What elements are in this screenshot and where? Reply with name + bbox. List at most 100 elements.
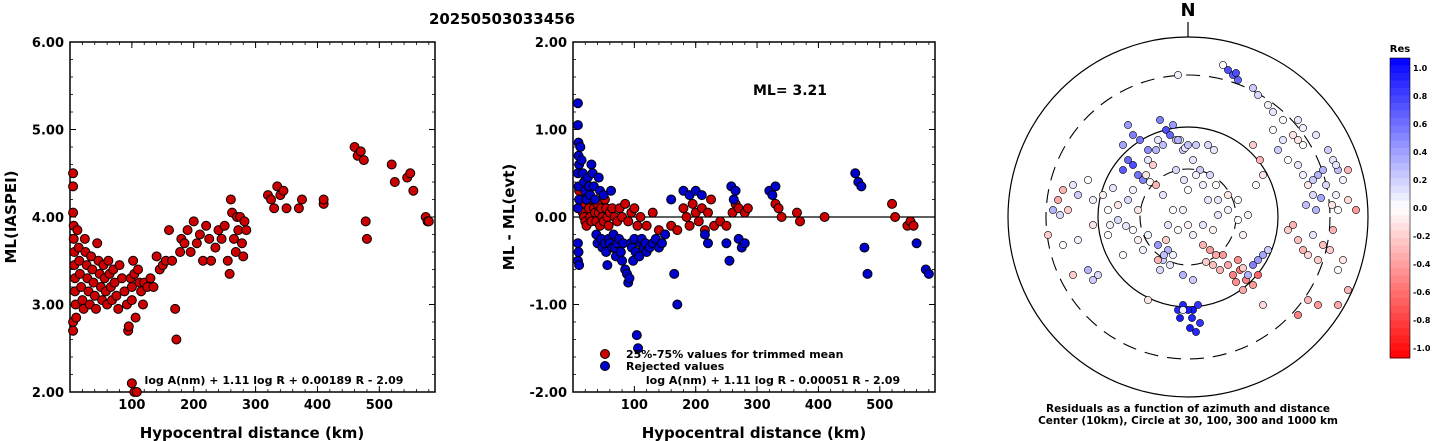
station-residual-point <box>1099 191 1107 199</box>
station-residual-point <box>1166 261 1174 269</box>
colorbar-tick-label: 0.0 <box>1413 204 1428 213</box>
x-tick-label: 400 <box>805 398 832 413</box>
station-residual-point <box>1106 221 1114 229</box>
data-point <box>911 238 922 249</box>
station-residual-point <box>1264 101 1272 109</box>
station-residual-point <box>1234 216 1242 224</box>
station-residual-point <box>1136 136 1144 144</box>
ml-vs-distance-chart: 2.00 3.00 4.00 5.00 6.00 100 200 300 400 500 ML(I… <box>2 36 436 441</box>
colorbar-segment <box>1390 110 1410 119</box>
station-residual-point <box>1089 276 1097 284</box>
north-label: N <box>1180 0 1195 21</box>
data-point <box>739 238 750 249</box>
station-residual-point <box>1304 181 1312 189</box>
colorbar-segment <box>1390 305 1410 314</box>
data-point <box>119 286 130 297</box>
station-residual-point <box>1344 166 1352 174</box>
data-point <box>130 312 141 323</box>
y-tick-label: 2.00 <box>32 386 64 401</box>
station-residual-point <box>1209 226 1217 234</box>
station-residual-point <box>1339 176 1347 184</box>
data-point <box>281 203 292 214</box>
colorbar-tick-label: -0.2 <box>1413 232 1431 241</box>
colorbar-segment <box>1390 245 1410 254</box>
data-point <box>656 238 667 249</box>
station-residual-point <box>1172 166 1180 174</box>
station-residual-point <box>1224 66 1232 74</box>
station-residual-point <box>1192 141 1200 149</box>
data-point <box>389 177 400 187</box>
station-residual-point <box>1186 324 1194 332</box>
colorbar-segment <box>1390 343 1410 351</box>
station-residual-point <box>1249 141 1257 149</box>
colorbar-segment <box>1390 95 1410 104</box>
data-point <box>123 321 134 332</box>
station-residual-point <box>1104 231 1112 239</box>
station-residual-point <box>1119 251 1127 259</box>
station-residual-point <box>1174 226 1182 234</box>
colorbar-tick-label: -0.6 <box>1413 288 1431 297</box>
data-point <box>647 207 658 218</box>
station-residual-point <box>1159 191 1167 199</box>
station-residual-point <box>1294 136 1302 144</box>
data-point <box>222 255 233 266</box>
station-residual-point <box>1312 131 1320 139</box>
station-residual-point <box>1302 201 1310 209</box>
station-residual-point <box>1139 246 1147 254</box>
data-point <box>167 255 178 266</box>
data-point <box>126 378 137 389</box>
data-point <box>631 330 642 341</box>
colorbar-segment <box>1390 298 1410 306</box>
data-point <box>210 242 221 253</box>
data-point <box>572 203 583 214</box>
data-point <box>361 233 372 244</box>
station-residual-point <box>1119 166 1127 174</box>
colorbar-segment <box>1390 133 1410 141</box>
data-point <box>71 312 82 323</box>
station-residual-point <box>1239 264 1247 272</box>
colorbar-segment <box>1390 283 1410 291</box>
station-residual-point <box>1334 206 1342 214</box>
station-residual-point <box>1314 301 1322 309</box>
data-point <box>109 277 120 288</box>
station-residual-point <box>1219 61 1227 69</box>
station-residual-point <box>1180 176 1188 184</box>
x-tick-label: 300 <box>743 398 770 413</box>
station-residual-point <box>1124 156 1132 164</box>
station-residual-point <box>1206 171 1214 179</box>
station-residual-point <box>1122 222 1130 230</box>
station-residual-point <box>1289 221 1297 229</box>
station-residual-point <box>1149 161 1157 169</box>
station-residual-point <box>1204 141 1212 149</box>
data-point <box>179 238 190 249</box>
data-point <box>681 212 692 222</box>
x-tick-label: 500 <box>866 398 893 413</box>
data-point <box>151 251 162 262</box>
colorbar: 1.0 0.8 0.6 0.4 0.2 0.0 -0.2 -0.4 -0.6 -0.8 -1.0 <box>1389 57 1431 359</box>
station-residual-point <box>1244 271 1252 279</box>
ml-value-label: ML= 3.21 <box>753 83 827 99</box>
station-residual-point <box>1224 206 1232 214</box>
station-residual-point <box>1294 311 1302 319</box>
station-residual-point <box>1129 131 1137 139</box>
data-point <box>706 194 717 205</box>
figure-title: 20250503033456 <box>429 10 575 28</box>
station-residual-point <box>1114 201 1122 209</box>
colorbar-tick-label: -0.4 <box>1413 260 1431 269</box>
y-axis-label: ML(IASPEI) <box>2 170 20 263</box>
station-residual-point <box>1129 161 1137 169</box>
data-point <box>819 212 830 222</box>
legend-label-trimmed: 25%-75% values for trimmed mean <box>626 348 843 361</box>
station-residual-point <box>1216 266 1224 274</box>
colorbar-segment <box>1390 328 1410 336</box>
data-point <box>87 264 98 275</box>
station-residual-point <box>1189 276 1197 284</box>
colorbar-segment <box>1390 140 1410 149</box>
station-residual-point <box>1144 231 1152 239</box>
data-point <box>633 343 644 354</box>
data-point <box>128 255 139 266</box>
station-residual-point <box>1264 246 1272 254</box>
data-point <box>791 207 802 218</box>
data-point <box>68 181 79 192</box>
colorbar-segment <box>1390 163 1410 171</box>
